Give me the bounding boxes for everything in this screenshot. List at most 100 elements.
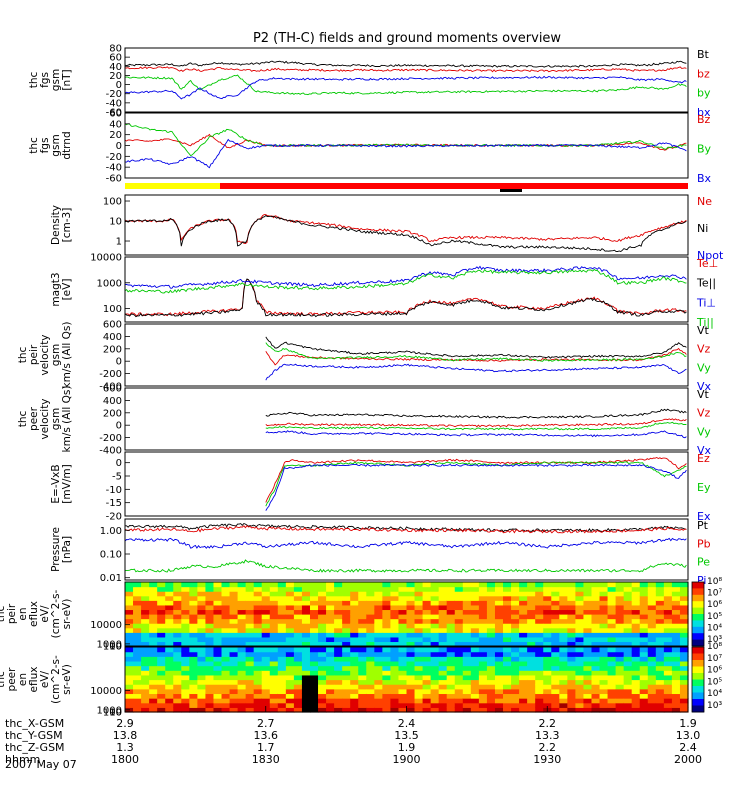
series-line-Ex bbox=[265, 463, 687, 511]
spectrogram-cell bbox=[301, 641, 311, 647]
spectrogram-cell bbox=[575, 651, 585, 657]
spectrogram-cell bbox=[607, 688, 617, 695]
spectrogram-cell bbox=[342, 660, 351, 667]
spectrogram-cell bbox=[591, 702, 601, 708]
panel-ylabel: thc peir velocity gsm km/s (All Qs) bbox=[17, 322, 73, 389]
spectrogram-cell bbox=[631, 665, 641, 671]
spectrogram-cell bbox=[125, 684, 134, 690]
y-tick-label: 10 bbox=[109, 708, 122, 719]
spectrogram-cell bbox=[350, 600, 359, 606]
spectrogram-cell bbox=[527, 627, 536, 633]
spectrogram-cell bbox=[149, 702, 158, 708]
spectrogram-cell bbox=[350, 647, 359, 653]
spectrogram-cell bbox=[157, 707, 166, 713]
spectrogram-cell bbox=[133, 693, 142, 699]
spectrogram-cell bbox=[213, 627, 223, 633]
y-tick-label: 1000 bbox=[97, 639, 122, 650]
spectrogram-cell bbox=[446, 604, 456, 611]
spectrogram-cell bbox=[181, 623, 190, 629]
spectrogram-cell bbox=[422, 651, 432, 657]
spectrogram-cell bbox=[679, 600, 689, 606]
x-tick-label: 1830 bbox=[252, 753, 280, 766]
spectrogram-cell bbox=[478, 595, 488, 601]
spectrogram-cell bbox=[470, 582, 480, 588]
spectrogram-cell bbox=[406, 707, 416, 713]
ylabel-line: fgs bbox=[39, 138, 51, 154]
y-tick-label: 10 bbox=[109, 217, 122, 228]
spectrogram-cell bbox=[350, 609, 359, 615]
spectrogram-cell bbox=[269, 618, 279, 624]
spectrogram-cell bbox=[575, 609, 585, 615]
spectrogram-cell bbox=[422, 627, 432, 633]
spectrogram-cell bbox=[237, 660, 247, 667]
spectrogram-cell bbox=[414, 591, 424, 597]
spectrogram-cell bbox=[229, 679, 239, 685]
spectrogram-cell bbox=[486, 702, 496, 708]
ylabel-line: [eV] bbox=[61, 279, 73, 301]
spectrogram-cell bbox=[615, 600, 625, 606]
spectrogram-cell bbox=[679, 623, 689, 629]
spectrogram-cell bbox=[285, 651, 295, 657]
spectrogram-cell bbox=[253, 693, 263, 699]
spectrogram-cell bbox=[309, 660, 319, 667]
spectrogram-cell bbox=[494, 604, 504, 611]
ylabel-line: dtrnd bbox=[61, 131, 73, 159]
spectrogram-cell bbox=[374, 651, 383, 657]
spectrogram-cell bbox=[205, 586, 215, 592]
spectrogram-cell bbox=[301, 698, 311, 704]
spectrogram-cell bbox=[494, 684, 504, 690]
spectrogram-cell bbox=[229, 582, 239, 588]
spectrogram-cell bbox=[149, 623, 158, 629]
spectrogram-cell bbox=[663, 674, 673, 681]
spectrogram-cell bbox=[189, 684, 198, 690]
ylabel-line: (cm^2-s- bbox=[50, 589, 62, 638]
spectrogram-cell bbox=[551, 693, 560, 699]
spectrogram-cell bbox=[342, 636, 351, 643]
spectrogram-cell bbox=[277, 707, 287, 713]
spectrogram-cell bbox=[125, 627, 134, 633]
spectrogram-cell bbox=[358, 656, 367, 662]
spectrogram-cell bbox=[551, 641, 560, 647]
legend-entry-Vx: Vx bbox=[697, 444, 712, 457]
spectrogram-cell bbox=[607, 623, 617, 629]
spectrogram-cell bbox=[390, 651, 400, 657]
spectrogram-cell bbox=[301, 693, 311, 699]
spectrogram-cell bbox=[197, 679, 207, 685]
spectrogram-cell bbox=[671, 618, 681, 624]
spectrogram-cell bbox=[141, 623, 150, 629]
spectrogram-cell bbox=[326, 688, 335, 695]
spectrogram-cell bbox=[197, 702, 207, 708]
spectrogram-cell bbox=[309, 684, 319, 690]
spectrogram-cell bbox=[165, 609, 174, 615]
spectrogram-cell bbox=[350, 702, 359, 708]
spectrogram-cell bbox=[181, 660, 190, 667]
spectrogram-cell bbox=[149, 660, 158, 667]
spectrogram-cell bbox=[462, 636, 472, 643]
spectrogram-cell bbox=[229, 707, 239, 713]
spectrogram-cell bbox=[599, 609, 609, 615]
spectrogram-cell bbox=[671, 684, 681, 690]
spectrogram-cell bbox=[575, 614, 585, 620]
spectrogram-cell bbox=[631, 698, 641, 704]
spectrogram-cell bbox=[615, 632, 625, 638]
spectrogram-cell bbox=[189, 636, 198, 643]
spectrogram-cell bbox=[213, 693, 223, 699]
spectrogram-cell bbox=[430, 632, 440, 638]
spectrogram-cell bbox=[141, 670, 150, 676]
spectrogram-cell bbox=[237, 632, 247, 638]
panel-frame bbox=[124, 518, 689, 581]
spectrogram-cell bbox=[237, 641, 247, 647]
spectrogram-cell bbox=[478, 627, 488, 633]
y-tick-label: -60 bbox=[106, 174, 122, 185]
spectrogram-cell bbox=[285, 614, 295, 620]
spectrogram-cell bbox=[406, 595, 416, 601]
spectrogram-cell bbox=[527, 632, 536, 638]
spectrogram-cell bbox=[133, 656, 142, 662]
spectrogram-cell bbox=[245, 688, 255, 695]
spectrogram-cell bbox=[438, 665, 448, 671]
spectrogram-cell bbox=[342, 632, 351, 638]
ylabel-line: km/s (All Qs) bbox=[61, 386, 73, 453]
spectrogram-cell bbox=[358, 582, 367, 588]
spectrogram-cell bbox=[623, 582, 633, 588]
spectrogram-cell bbox=[173, 647, 182, 653]
